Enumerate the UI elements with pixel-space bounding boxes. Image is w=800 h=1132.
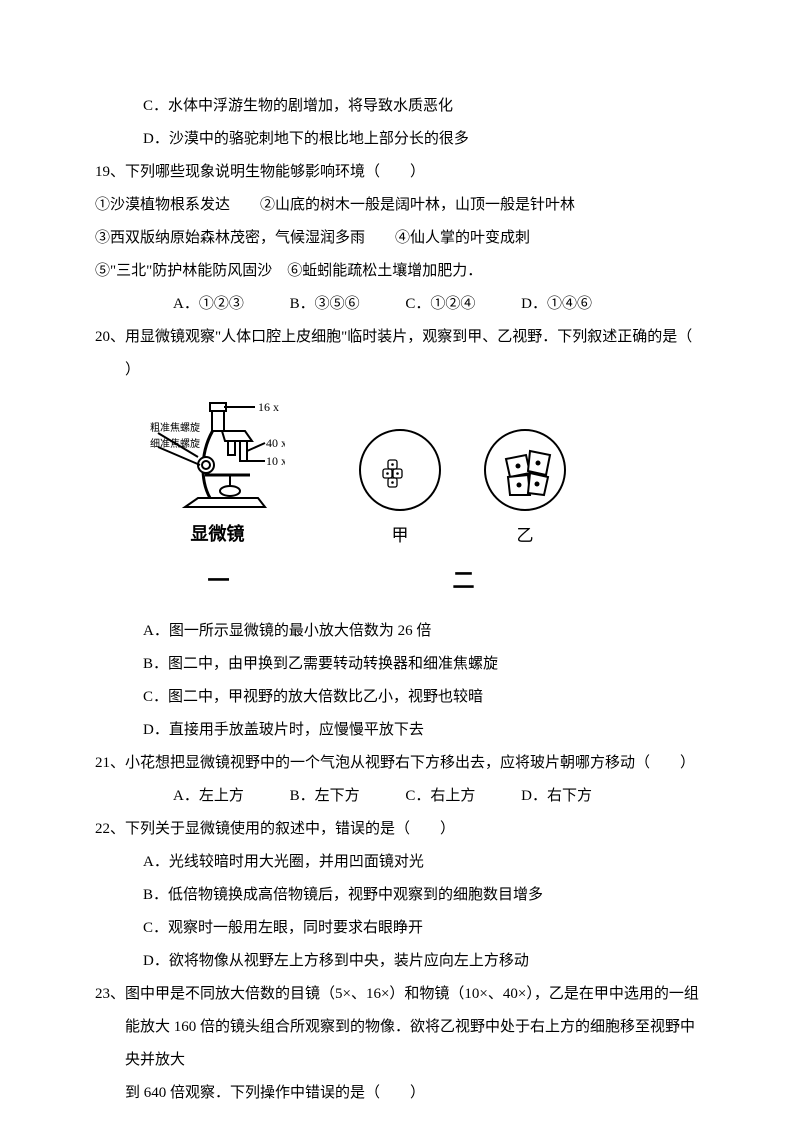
microscope-caption: 显微镜 [191,515,245,555]
option-d: D．沙漠中的骆驼刺地下的根比地上部分长的很多 [95,123,705,156]
question-21: 21、小花想把显微镜视野中的一个气泡从视野右下方移出去，应将玻片朝哪方移动（ ） [95,747,705,780]
q20-opt-b: B．图二中，由甲换到乙需要转动转换器和细准焦螺旋 [95,648,705,681]
q21-opt-b: B．左下方 [290,780,360,813]
text: 21、小花想把显微镜视野中的一个气泡从视野右下方移出去，应将玻片朝哪方移动（ ） [95,755,695,771]
field-yi-label: 乙 [517,517,534,554]
text: ⑤"三北"防护林能防风固沙 ⑥蚯蚓能疏松土壤增加肥力． [95,263,482,279]
fields-figure: 甲 乙 二 [355,425,570,605]
question-19: 19、下列哪些现象说明生物能够影响环境（ ） [95,156,705,189]
q21-opt-a: A．左上方 [173,780,244,813]
field-yi-icon [480,425,570,515]
q21-options: A．左上方 B．左下方 C．右上方 D．右下方 [95,780,705,813]
q23-line2: 能放大 160 倍的镜头组合所观察到的物像．欲将乙视野中处于右上方的细胞移至视野… [95,1011,705,1077]
text: 20、用显微镜观察"人体口腔上皮细胞"临时装片，观察到甲、乙视野．下列叙述正确的… [95,329,692,345]
q22-opt-b: B．低倍物镜换成高倍物镜后，视野中观察到的细胞数目增多 [95,879,705,912]
q20-opt-d: D．直接用手放盖玻片时，应慢慢平放下去 [95,714,705,747]
option-c: C．水体中浮游生物的剧增加，将导致水质恶化 [95,90,705,123]
field-jia-icon [355,425,445,515]
q19-cond-2: ③西双版纳原始森林茂密，气候湿润多雨 ④仙人掌的叶变成刺 [95,222,705,255]
q22-opt-d: D．欲将物像从视野左上方移到中央，装片应向左上方移动 [95,945,705,978]
q19-opt-b: B．③⑤⑥ [290,288,360,321]
question-20-cont: ） [95,354,705,387]
text: D．沙漠中的骆驼刺地下的根比地上部分长的很多 [143,131,469,147]
text: ） [95,362,140,378]
mag-10x: 10 x [266,454,285,468]
text: 22、下列关于显微镜使用的叙述中，错误的是（ ） [95,821,455,837]
microscope-figure: 16 x 40 x 10 x 粗准焦螺旋 细准焦螺旋 显微镜 一 [150,395,285,605]
mag-40x: 40 x [266,436,285,450]
text: 23、图中甲是不同放大倍数的目镜（5×、16×）和物镜（10×、40×），乙是在… [95,986,699,1002]
text: C．图二中，甲视野的放大倍数比乙小，视野也较暗 [143,689,483,705]
q19-opt-a: A．①②③ [173,288,244,321]
q22-opt-a: A．光线较暗时用大光圈，并用凹面镜对光 [95,846,705,879]
figure-one-label: 一 [207,557,227,605]
mag-16x: 16 x [258,400,279,414]
q23-line3: 到 640 倍观察．下列操作中错误的是（ ） [95,1077,705,1110]
microscope-icon: 16 x 40 x 10 x 粗准焦螺旋 细准焦螺旋 [150,395,285,515]
question-20: 20、用显微镜观察"人体口腔上皮细胞"临时装片，观察到甲、乙视野．下列叙述正确的… [95,321,705,354]
q21-opt-c: C．右上方 [405,780,475,813]
question-23: 23、图中甲是不同放大倍数的目镜（5×、16×）和物镜（10×、40×），乙是在… [95,978,705,1011]
text: A．图一所示显微镜的最小放大倍数为 26 倍 [143,623,431,639]
text: 到 640 倍观察．下列操作中错误的是（ ） [125,1085,425,1101]
q21-opt-d: D．右下方 [521,780,592,813]
question-22: 22、下列关于显微镜使用的叙述中，错误的是（ ） [95,813,705,846]
text: C．水体中浮游生物的剧增加，将导致水质恶化 [143,98,453,114]
q19-options: A．①②③ B．③⑤⑥ C．①②④ D．①④⑥ [95,288,705,321]
text: C．观察时一般用左眼，同时要求右眼睁开 [143,920,423,936]
figure-row: 16 x 40 x 10 x 粗准焦螺旋 细准焦螺旋 显微镜 一 [95,395,705,605]
text: 能放大 160 倍的镜头组合所观察到的物像．欲将乙视野中处于右上方的细胞移至视野… [125,1019,695,1068]
figure-two-label: 二 [452,557,472,605]
q19-cond-1: ①沙漠植物根系发达 ②山底的树木一般是阔叶林，山顶一般是针叶林 [95,189,705,222]
text: ①沙漠植物根系发达 ②山底的树木一般是阔叶林，山顶一般是针叶林 [95,197,575,213]
coarse-label: 粗准焦螺旋 [150,421,200,434]
field-jia: 甲 [355,425,445,554]
field-jia-label: 甲 [392,517,409,554]
fine-label: 细准焦螺旋 [150,437,200,450]
text: A．光线较暗时用大光圈，并用凹面镜对光 [143,854,424,870]
text: B．低倍物镜换成高倍物镜后，视野中观察到的细胞数目增多 [143,887,543,903]
q22-opt-c: C．观察时一般用左眼，同时要求右眼睁开 [95,912,705,945]
text: 19、下列哪些现象说明生物能够影响环境（ ） [95,164,425,180]
q19-opt-d: D．①④⑥ [521,288,592,321]
text: D．直接用手放盖玻片时，应慢慢平放下去 [143,722,424,738]
q20-opt-a: A．图一所示显微镜的最小放大倍数为 26 倍 [95,615,705,648]
q19-cond-3: ⑤"三北"防护林能防风固沙 ⑥蚯蚓能疏松土壤增加肥力． [95,255,705,288]
q19-opt-c: C．①②④ [405,288,475,321]
text: D．欲将物像从视野左上方移到中央，装片应向左上方移动 [143,953,529,969]
text: B．图二中，由甲换到乙需要转动转换器和细准焦螺旋 [143,656,498,672]
text: ③西双版纳原始森林茂密，气候湿润多雨 ④仙人掌的叶变成刺 [95,230,530,246]
q20-opt-c: C．图二中，甲视野的放大倍数比乙小，视野也较暗 [95,681,705,714]
field-yi: 乙 [480,425,570,554]
